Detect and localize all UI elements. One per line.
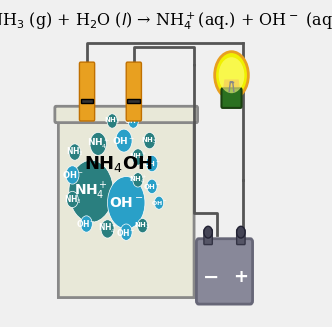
Circle shape xyxy=(69,144,81,160)
Text: +: + xyxy=(233,268,248,286)
Text: OH$^-$: OH$^-$ xyxy=(112,135,135,146)
Circle shape xyxy=(108,177,145,229)
Text: NH$_4^+$: NH$_4^+$ xyxy=(74,181,108,202)
Circle shape xyxy=(107,114,117,128)
Text: NH$_4^+$: NH$_4^+$ xyxy=(129,174,147,186)
Circle shape xyxy=(133,173,143,187)
Circle shape xyxy=(69,160,113,222)
FancyBboxPatch shape xyxy=(55,106,198,123)
Text: OH$^-$: OH$^-$ xyxy=(116,227,136,238)
FancyBboxPatch shape xyxy=(237,230,245,245)
Text: OH$^-$: OH$^-$ xyxy=(143,159,161,168)
Polygon shape xyxy=(58,108,194,298)
Text: NH$_4^+$: NH$_4^+$ xyxy=(129,151,147,163)
Circle shape xyxy=(154,196,164,209)
Circle shape xyxy=(101,220,114,238)
Circle shape xyxy=(66,166,79,184)
Text: OH$^-$: OH$^-$ xyxy=(76,218,96,230)
Text: NH$_3$: NH$_3$ xyxy=(64,193,81,206)
Circle shape xyxy=(215,52,248,99)
Text: OH$^-$: OH$^-$ xyxy=(62,169,83,181)
Circle shape xyxy=(204,226,212,238)
Text: NH$_3$ (g) + H$_2$O ($\it{l}$) → NH$_4^+$(aq.) + OH$^-$ (aq.): NH$_3$ (g) + H$_2$O ($\it{l}$) → NH$_4^+… xyxy=(0,10,332,32)
Text: NH$_3$: NH$_3$ xyxy=(141,135,158,146)
Circle shape xyxy=(144,132,155,149)
FancyBboxPatch shape xyxy=(79,62,95,121)
Circle shape xyxy=(147,179,157,194)
Text: OH$^-$: OH$^-$ xyxy=(143,182,161,191)
FancyBboxPatch shape xyxy=(126,62,141,121)
Circle shape xyxy=(121,224,132,240)
Text: NH$_3$: NH$_3$ xyxy=(134,220,151,231)
Text: OH$^-$: OH$^-$ xyxy=(151,199,167,207)
FancyBboxPatch shape xyxy=(221,88,242,108)
Text: −: − xyxy=(204,268,220,287)
Circle shape xyxy=(90,132,106,155)
FancyBboxPatch shape xyxy=(204,230,212,245)
Text: OH$^-$: OH$^-$ xyxy=(124,116,142,126)
FancyBboxPatch shape xyxy=(197,239,253,304)
Circle shape xyxy=(237,226,245,238)
Text: NH$_4$OH: NH$_4$OH xyxy=(84,153,152,174)
Circle shape xyxy=(116,129,132,152)
Circle shape xyxy=(128,114,138,128)
Text: NH$_3$: NH$_3$ xyxy=(66,146,84,158)
Circle shape xyxy=(146,155,158,172)
Text: NH$_4^+$: NH$_4^+$ xyxy=(87,137,110,151)
Polygon shape xyxy=(223,80,240,92)
Text: NH$_3$: NH$_3$ xyxy=(104,116,121,126)
Circle shape xyxy=(81,216,92,232)
Circle shape xyxy=(132,149,144,165)
Circle shape xyxy=(66,191,78,208)
Text: NH$_4^+$: NH$_4^+$ xyxy=(98,222,117,236)
Text: OH$^-$: OH$^-$ xyxy=(109,196,143,210)
Circle shape xyxy=(219,57,244,93)
Circle shape xyxy=(137,218,148,233)
FancyBboxPatch shape xyxy=(127,99,140,103)
FancyBboxPatch shape xyxy=(81,99,94,103)
